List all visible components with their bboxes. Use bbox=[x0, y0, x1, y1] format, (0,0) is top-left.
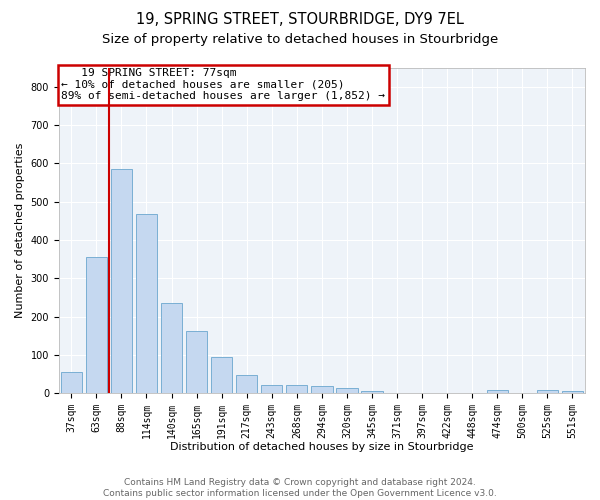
Bar bbox=[236, 375, 257, 394]
Bar bbox=[361, 392, 383, 394]
Bar bbox=[336, 388, 358, 394]
Bar bbox=[261, 384, 283, 394]
Bar bbox=[111, 169, 132, 394]
Text: Size of property relative to detached houses in Stourbridge: Size of property relative to detached ho… bbox=[102, 32, 498, 46]
Bar bbox=[211, 357, 232, 394]
Bar bbox=[537, 390, 558, 394]
Text: 19, SPRING STREET, STOURBRIDGE, DY9 7EL: 19, SPRING STREET, STOURBRIDGE, DY9 7EL bbox=[136, 12, 464, 28]
Text: 19 SPRING STREET: 77sqm
← 10% of detached houses are smaller (205)
89% of semi-d: 19 SPRING STREET: 77sqm ← 10% of detache… bbox=[61, 68, 385, 102]
Text: Contains HM Land Registry data © Crown copyright and database right 2024.
Contai: Contains HM Land Registry data © Crown c… bbox=[103, 478, 497, 498]
Bar bbox=[186, 331, 207, 394]
X-axis label: Distribution of detached houses by size in Stourbridge: Distribution of detached houses by size … bbox=[170, 442, 473, 452]
Bar bbox=[136, 214, 157, 394]
Bar bbox=[487, 390, 508, 394]
Bar bbox=[161, 304, 182, 394]
Bar bbox=[286, 385, 307, 394]
Bar bbox=[562, 392, 583, 394]
Bar bbox=[61, 372, 82, 394]
Y-axis label: Number of detached properties: Number of detached properties bbox=[15, 142, 25, 318]
Bar bbox=[311, 386, 332, 394]
Bar bbox=[86, 258, 107, 394]
